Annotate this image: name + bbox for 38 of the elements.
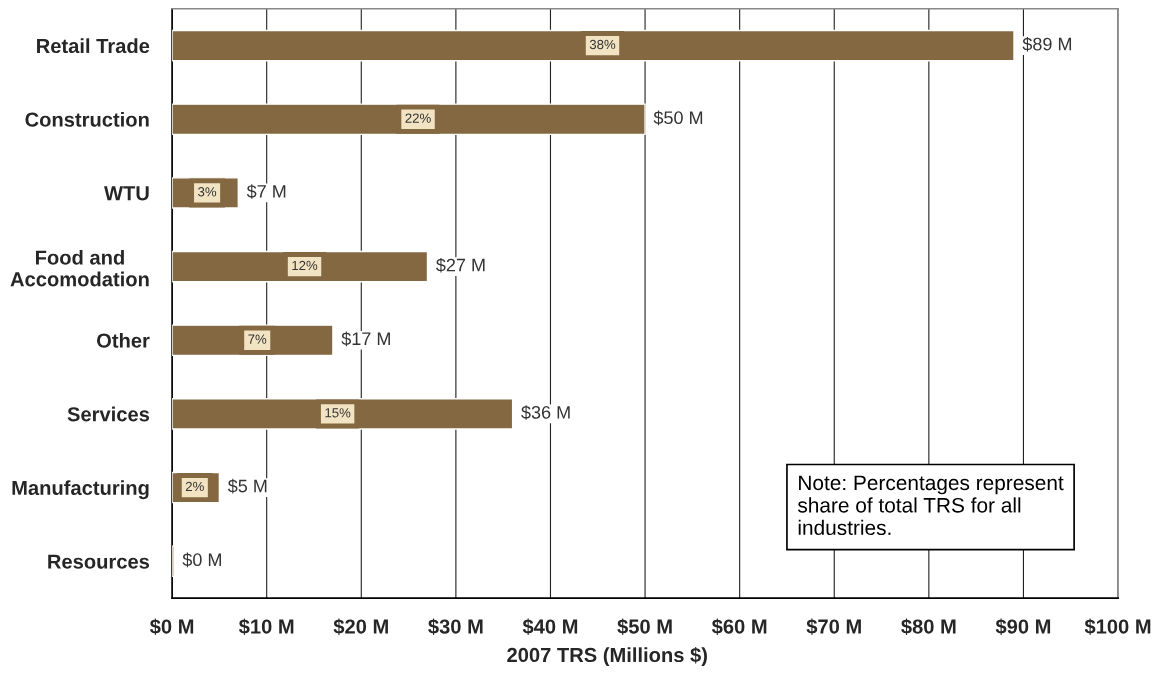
x-tick-label: $0 M	[149, 618, 194, 635]
annotation: 2%	[185, 481, 204, 492]
x-tick-label: $30 M	[428, 618, 483, 635]
x-tick-label: $90 M	[995, 618, 1051, 635]
bar	[172, 29, 1015, 62]
y-tick-label: Manufacturing	[12, 480, 149, 500]
data-label: $7 M	[246, 184, 286, 199]
data-label: $17 M	[341, 331, 390, 347]
data-label: $5 M	[227, 478, 267, 494]
y-tick-label: Retail Trade	[37, 38, 150, 54]
data-label: $89 M	[1022, 36, 1072, 52]
x-tick-label: $40 M	[522, 618, 578, 635]
annotation: 15%	[325, 408, 351, 418]
y-tick-label: Services	[67, 406, 150, 422]
x-tick-label: $80 M	[901, 618, 956, 635]
y-tick-label: WTU	[104, 186, 149, 201]
data-label: $27 M	[436, 257, 485, 273]
x-axis-title: 2007 TRS (Millions $)	[507, 646, 707, 667]
x-tick-label: $10 M	[238, 618, 294, 635]
y-tick-label: Resources	[48, 554, 150, 569]
annotation: 38%	[589, 39, 616, 50]
data-label: $36 M	[521, 405, 570, 420]
x-tick-label: $50 M	[617, 618, 672, 635]
x-tick-label: $100 M	[1084, 618, 1151, 635]
y-tick-label: Other	[96, 332, 150, 348]
annotation: 12%	[292, 260, 318, 271]
data-label: $0 M	[182, 552, 221, 568]
annotation: Note: Percentages represent share of total TRS for all industries.	[797, 475, 1064, 536]
annotation: 22%	[405, 113, 431, 123]
y-tick-label: Food and Accomodation	[10, 249, 149, 287]
data-label: $50 M	[653, 110, 703, 126]
annotation: 3%	[198, 187, 217, 197]
bar	[172, 103, 646, 136]
x-tick-label: $60 M	[711, 618, 767, 635]
annotation: 7%	[248, 334, 267, 344]
x-tick-label: $70 M	[806, 618, 861, 635]
y-tick-label: Construction	[25, 111, 149, 127]
x-tick-label: $20 M	[333, 618, 388, 635]
